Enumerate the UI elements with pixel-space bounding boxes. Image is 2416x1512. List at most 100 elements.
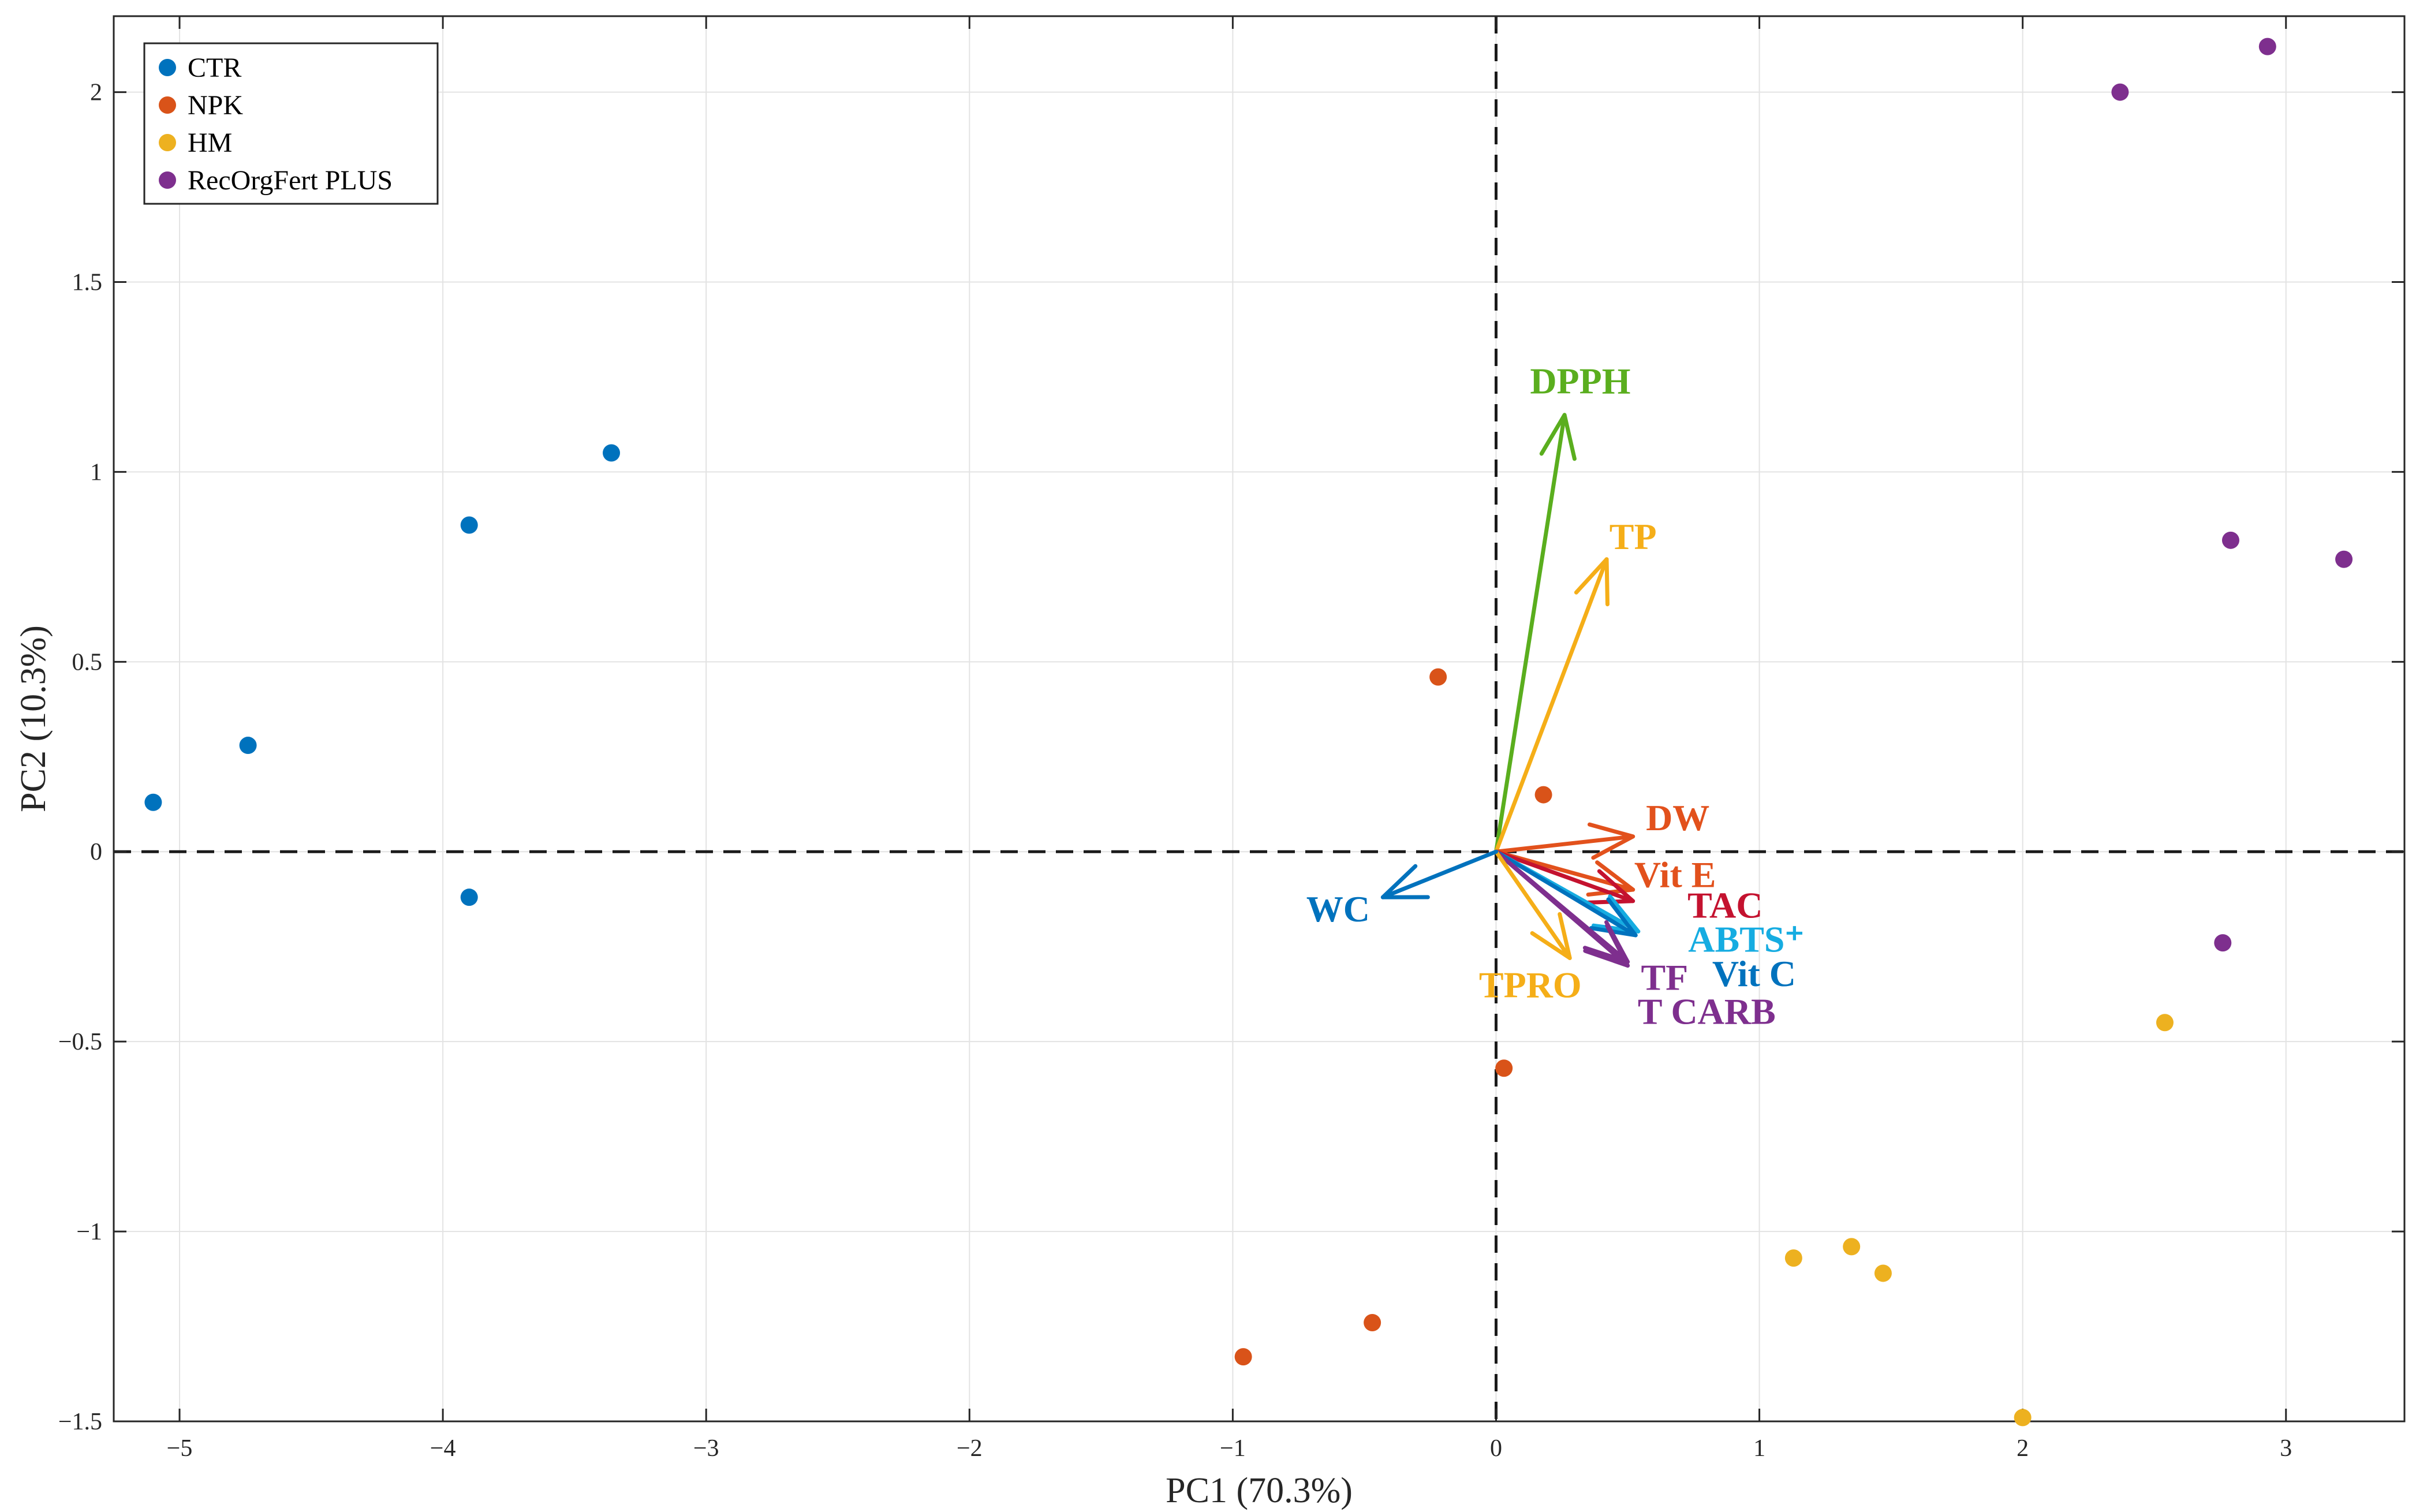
legend-item-npk: NPK <box>159 90 243 121</box>
loading-label-dw: DW <box>1646 797 1709 838</box>
legend-marker-npk <box>159 96 176 114</box>
loading-vector-t-carb: T CARB <box>1493 849 1776 1032</box>
x-tick-label: 2 <box>2017 1435 2029 1462</box>
point-hm <box>1843 1238 1861 1256</box>
loading-label-vit-c: Vit C <box>1712 953 1796 994</box>
point-ctr <box>460 888 478 906</box>
y-tick-label: 2 <box>90 80 102 106</box>
legend-item-recorgfert-plus: RecOrgFert PLUS <box>159 165 393 196</box>
loading-vector-dpph: DPPH <box>1493 361 1631 854</box>
loading-arrowhead-vit-c <box>1589 897 1638 938</box>
loading-line-t-carb <box>1493 849 1630 968</box>
legend-box <box>143 42 439 205</box>
x-axis-title: PC1 (70.3%) <box>1166 1471 1353 1510</box>
loading-arrowhead-tpro <box>1530 912 1572 960</box>
loading-arrowhead-wc <box>1380 864 1430 899</box>
point-hm <box>1784 1249 1802 1267</box>
x-tick-label: −4 <box>430 1435 456 1462</box>
legend-label-hm: HM <box>188 128 232 158</box>
loading-label-wc: WC <box>1306 888 1370 929</box>
point-recorgfert-plus <box>2214 934 2232 952</box>
point-hm <box>2014 1409 2032 1427</box>
x-tick-label: −3 <box>693 1435 719 1462</box>
point-ctr <box>603 444 621 462</box>
loading-label-tac: TAC <box>1687 884 1762 925</box>
loading-line-vit-c <box>1493 849 1638 938</box>
point-npk <box>1429 668 1447 686</box>
point-recorgfert-plus <box>2111 83 2129 101</box>
loading-arrowhead-tp <box>1574 557 1610 607</box>
loading-line-tac <box>1493 849 1635 904</box>
score-points <box>144 38 2353 1427</box>
series-hm <box>1784 1014 2174 1427</box>
loading-line-dpph <box>1493 413 1567 854</box>
y-tick-label: 1.5 <box>72 269 103 296</box>
point-ctr <box>239 737 257 755</box>
y-tick-label: −0.5 <box>58 1029 102 1055</box>
point-npk <box>1495 1059 1513 1077</box>
plot-frame <box>113 15 2406 1423</box>
y-tick-labels: −1.5 −1 −0.5 0 0.5 1 1.5 2 <box>58 80 102 1435</box>
loading-vector-vit-c: Vit C <box>1493 849 1796 994</box>
loading-arrowhead-vit-e <box>1586 860 1635 897</box>
point-recorgfert-plus <box>2221 531 2239 549</box>
y-tick-label: 1 <box>90 459 102 486</box>
axis-ticks <box>114 16 2404 1423</box>
loading-vector-wc: WC <box>1306 849 1498 929</box>
legend-item-ctr: CTR <box>159 53 241 83</box>
y-tick-label: −1.5 <box>58 1409 102 1435</box>
loading-vector-tpro: TPRO <box>1479 849 1582 1005</box>
legend-marker-recorgfert-plus <box>159 171 176 189</box>
legend-label-ctr: CTR <box>188 53 241 83</box>
x-tick-label: 3 <box>2280 1435 2292 1462</box>
loading-vector-dw: DW <box>1493 797 1709 860</box>
series-recorgfert-plus <box>2111 38 2353 952</box>
loading-line-dw <box>1493 834 1635 854</box>
loading-arrowhead-dpph <box>1539 413 1577 461</box>
zero-lines <box>114 16 2404 1421</box>
loading-label-tpro: TPRO <box>1479 964 1582 1005</box>
loading-line-tp <box>1493 557 1609 854</box>
series-npk <box>1234 668 1552 1366</box>
legend-label-recorgfert-plus: RecOrgFert PLUS <box>188 165 393 196</box>
loading-label-vit-e: Vit E <box>1634 854 1716 895</box>
loading-arrowhead-t-carb <box>1583 923 1630 968</box>
loading-arrowhead-tac <box>1586 869 1635 905</box>
point-ctr <box>460 516 478 534</box>
loading-arrowhead-dw <box>1587 822 1635 860</box>
loading-label-abts: ABTS⁺ <box>1688 919 1804 960</box>
y-tick-label: −1 <box>76 1219 102 1245</box>
x-tick-label: −1 <box>1220 1435 1246 1462</box>
y-axis-title: PC2 (10.3%) <box>14 625 53 812</box>
point-npk <box>1534 786 1552 804</box>
legend: CTR NPK HM RecOrgFert PLUS <box>143 42 439 205</box>
plot-area <box>114 16 2404 1421</box>
x-tick-label: −2 <box>957 1435 983 1462</box>
y-tick-label: 0 <box>90 839 102 865</box>
loading-vector-abts: ABTS⁺ <box>1493 849 1804 960</box>
point-recorgfert-plus <box>2258 38 2276 55</box>
loading-line-wc <box>1380 849 1498 899</box>
legend-label-npk: NPK <box>188 90 243 121</box>
point-hm <box>1874 1264 1892 1282</box>
x-tick-label: −5 <box>167 1435 193 1462</box>
loading-vector-tac: TAC <box>1493 849 1762 925</box>
loading-label-t-carb: T CARB <box>1638 991 1776 1032</box>
x-tick-labels: −5 −4 −3 −2 −1 0 1 2 3 <box>167 1435 2292 1462</box>
legend-item-hm: HM <box>159 128 232 158</box>
series-ctr <box>144 444 621 906</box>
point-npk <box>1234 1348 1252 1366</box>
point-hm <box>2156 1014 2174 1032</box>
loading-label-tp: TP <box>1610 516 1657 557</box>
legend-marker-ctr <box>159 59 176 76</box>
loading-label-dpph: DPPH <box>1530 361 1630 402</box>
point-ctr <box>144 793 162 811</box>
loading-label-tf: TF <box>1641 957 1688 998</box>
loading-vector-tp: TP <box>1493 516 1657 854</box>
x-tick-label: 1 <box>1753 1435 1765 1462</box>
x-tick-label: 0 <box>1490 1435 1502 1462</box>
loading-line-tpro <box>1493 849 1572 960</box>
y-tick-label: 0.5 <box>72 649 103 675</box>
